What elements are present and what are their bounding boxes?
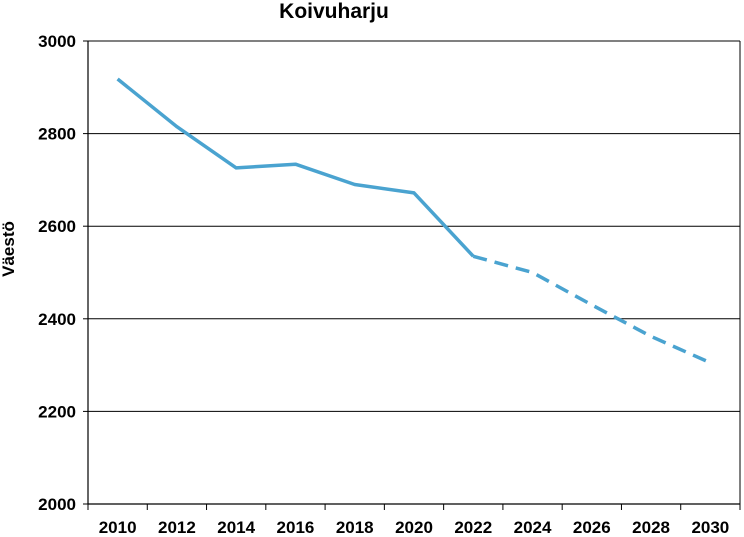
x-tick-label: 2020 bbox=[395, 518, 433, 537]
y-tick-label: 2400 bbox=[38, 310, 76, 329]
x-tick-label: 2028 bbox=[632, 518, 670, 537]
x-tick-label: 2012 bbox=[158, 518, 196, 537]
y-tick-label: 3000 bbox=[38, 32, 76, 51]
x-tick-label: 2014 bbox=[217, 518, 255, 537]
x-tick-label: 2022 bbox=[454, 518, 492, 537]
y-tick-label: 2200 bbox=[38, 402, 76, 421]
x-tick-label: 2010 bbox=[99, 518, 137, 537]
y-tick-label: 2000 bbox=[38, 495, 76, 514]
x-tick-label: 2026 bbox=[573, 518, 611, 537]
x-tick-label: 2030 bbox=[691, 518, 729, 537]
x-tick-label: 2018 bbox=[336, 518, 374, 537]
y-tick-label: 2800 bbox=[38, 125, 76, 144]
actual-series-line bbox=[116, 77, 475, 258]
chart-title: Koivuharju bbox=[279, 0, 389, 23]
y-axis-label: Väestö bbox=[0, 221, 18, 277]
y-tick-label: 2600 bbox=[38, 217, 76, 236]
x-tick-label: 2016 bbox=[277, 518, 315, 537]
x-tick-label: 2024 bbox=[514, 518, 552, 537]
projection-series-line bbox=[472, 254, 712, 365]
